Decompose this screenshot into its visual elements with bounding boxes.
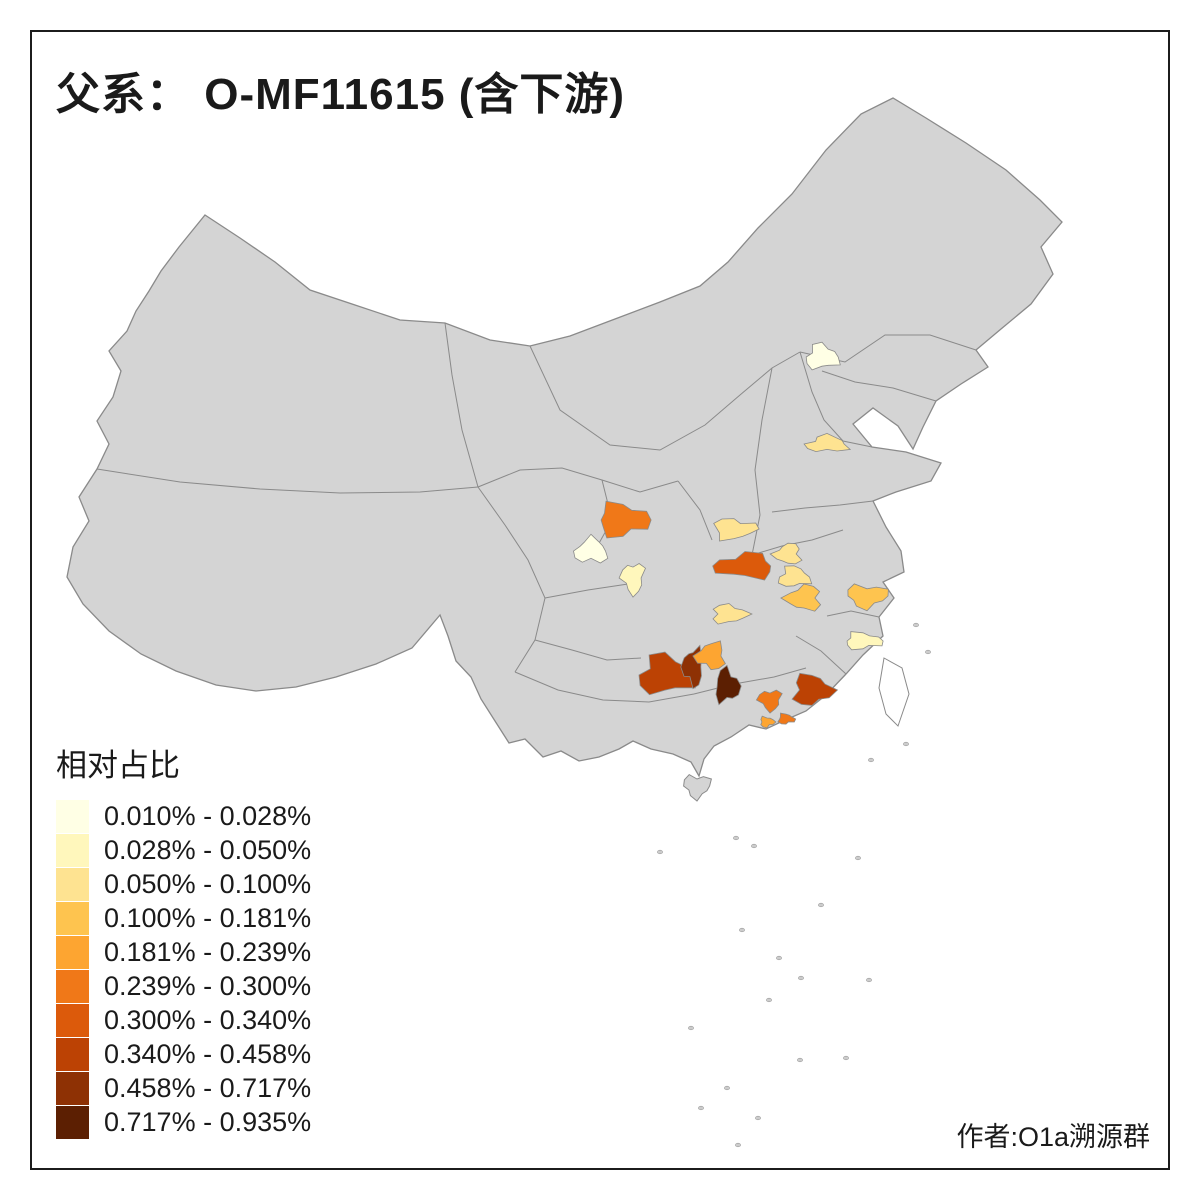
small-island bbox=[903, 741, 909, 747]
legend-label: 0.300% - 0.340% bbox=[104, 1004, 312, 1035]
map-region bbox=[715, 664, 742, 706]
legend-title: 相对占比 bbox=[56, 748, 180, 783]
province-boundary bbox=[771, 500, 874, 513]
province-boundary bbox=[96, 468, 479, 494]
small-island bbox=[755, 1115, 761, 1121]
mainland-outline bbox=[66, 97, 1063, 778]
map-region bbox=[777, 712, 797, 725]
legend-rows: 0.010% - 0.028% 0.028% - 0.050% 0.050% - 0… bbox=[56, 799, 311, 1139]
hainan-island bbox=[683, 773, 713, 802]
legend-row: 0.239% - 0.300% bbox=[56, 969, 311, 1003]
province-boundary bbox=[826, 610, 880, 618]
attribution: 作者:O1a溯源群 bbox=[956, 1122, 1150, 1152]
map-region bbox=[573, 533, 609, 564]
province-boundary bbox=[799, 351, 873, 448]
map-region bbox=[769, 542, 803, 565]
legend-swatch bbox=[56, 1003, 89, 1037]
legend-swatch bbox=[56, 969, 89, 1003]
small-island bbox=[739, 927, 745, 933]
map-region bbox=[712, 551, 772, 581]
legend-swatch bbox=[56, 867, 89, 901]
map-region bbox=[777, 565, 813, 587]
small-island bbox=[818, 902, 824, 908]
map-region bbox=[712, 603, 753, 625]
small-island bbox=[868, 757, 874, 763]
map-region bbox=[780, 583, 822, 612]
small-island bbox=[698, 1105, 704, 1111]
province-boundary bbox=[795, 635, 847, 675]
small-island bbox=[855, 855, 861, 861]
province-boundary bbox=[693, 667, 807, 695]
province-boundary bbox=[677, 480, 713, 541]
map-title: 父系： O-MF11615 (含下游) bbox=[56, 70, 626, 119]
map-region bbox=[805, 341, 841, 371]
legend-row: 0.028% - 0.050% bbox=[56, 833, 311, 867]
map-region bbox=[600, 500, 652, 539]
legend-swatch bbox=[56, 1105, 89, 1139]
map-region bbox=[692, 640, 726, 671]
legend-label: 0.717% - 0.935% bbox=[104, 1106, 312, 1137]
map-region bbox=[847, 583, 889, 612]
legend-row: 0.100% - 0.181% bbox=[56, 901, 311, 935]
small-island bbox=[657, 849, 663, 855]
small-island bbox=[866, 977, 872, 983]
legend-row: 0.300% - 0.340% bbox=[56, 1003, 311, 1037]
legend-swatch bbox=[56, 901, 89, 935]
small-island bbox=[735, 1142, 741, 1148]
province-boundary bbox=[751, 529, 844, 556]
legend-label: 0.340% - 0.458% bbox=[104, 1038, 312, 1069]
legend-row: 0.458% - 0.717% bbox=[56, 1071, 311, 1105]
legend-row: 0.181% - 0.239% bbox=[56, 935, 311, 969]
province-boundary bbox=[477, 467, 679, 493]
legend-swatch bbox=[56, 799, 89, 833]
small-island bbox=[724, 1085, 730, 1091]
legend-swatch bbox=[56, 935, 89, 969]
small-island bbox=[688, 1025, 694, 1031]
province-boundary bbox=[821, 370, 937, 402]
legend-label: 0.010% - 0.028% bbox=[104, 800, 312, 831]
legend-row: 0.010% - 0.028% bbox=[56, 799, 311, 833]
map-region bbox=[760, 715, 777, 729]
small-island bbox=[913, 622, 919, 628]
legend-label: 0.181% - 0.239% bbox=[104, 936, 312, 967]
legend-label: 0.100% - 0.181% bbox=[104, 902, 312, 933]
map-region bbox=[713, 518, 760, 542]
small-island bbox=[798, 975, 804, 981]
map-region bbox=[755, 689, 783, 714]
small-island bbox=[766, 997, 772, 1003]
legend-label: 0.239% - 0.300% bbox=[104, 970, 312, 1001]
small-island bbox=[925, 649, 931, 655]
province-boundary bbox=[477, 486, 546, 673]
province-boundary bbox=[514, 671, 695, 703]
legend-label: 0.458% - 0.717% bbox=[104, 1072, 312, 1103]
legend-label: 0.050% - 0.100% bbox=[104, 868, 312, 899]
map-region bbox=[803, 432, 852, 453]
map-region bbox=[638, 651, 696, 696]
legend-swatch bbox=[56, 833, 89, 867]
map-region bbox=[791, 672, 839, 706]
legend-row: 0.717% - 0.935% bbox=[56, 1105, 311, 1139]
legend: 相对占比 0.010% - 0.028% 0.028% - 0.050% 0.050… bbox=[56, 740, 311, 1139]
province-boundary bbox=[544, 583, 629, 599]
province-boundary bbox=[534, 639, 642, 661]
legend-row: 0.050% - 0.100% bbox=[56, 867, 311, 901]
small-island bbox=[776, 955, 782, 961]
map-region bbox=[618, 563, 646, 598]
legend-swatch bbox=[56, 1037, 89, 1071]
province-boundary bbox=[444, 322, 479, 488]
legend-swatch bbox=[56, 1071, 89, 1105]
map-region bbox=[846, 631, 884, 651]
small-island bbox=[797, 1057, 803, 1063]
small-island bbox=[733, 835, 739, 841]
taiwan-island bbox=[878, 657, 910, 727]
small-island bbox=[843, 1055, 849, 1061]
province-boundary bbox=[529, 345, 801, 451]
small-island bbox=[751, 843, 757, 849]
legend-row: 0.340% - 0.458% bbox=[56, 1037, 311, 1071]
legend-label: 0.028% - 0.050% bbox=[104, 834, 312, 865]
